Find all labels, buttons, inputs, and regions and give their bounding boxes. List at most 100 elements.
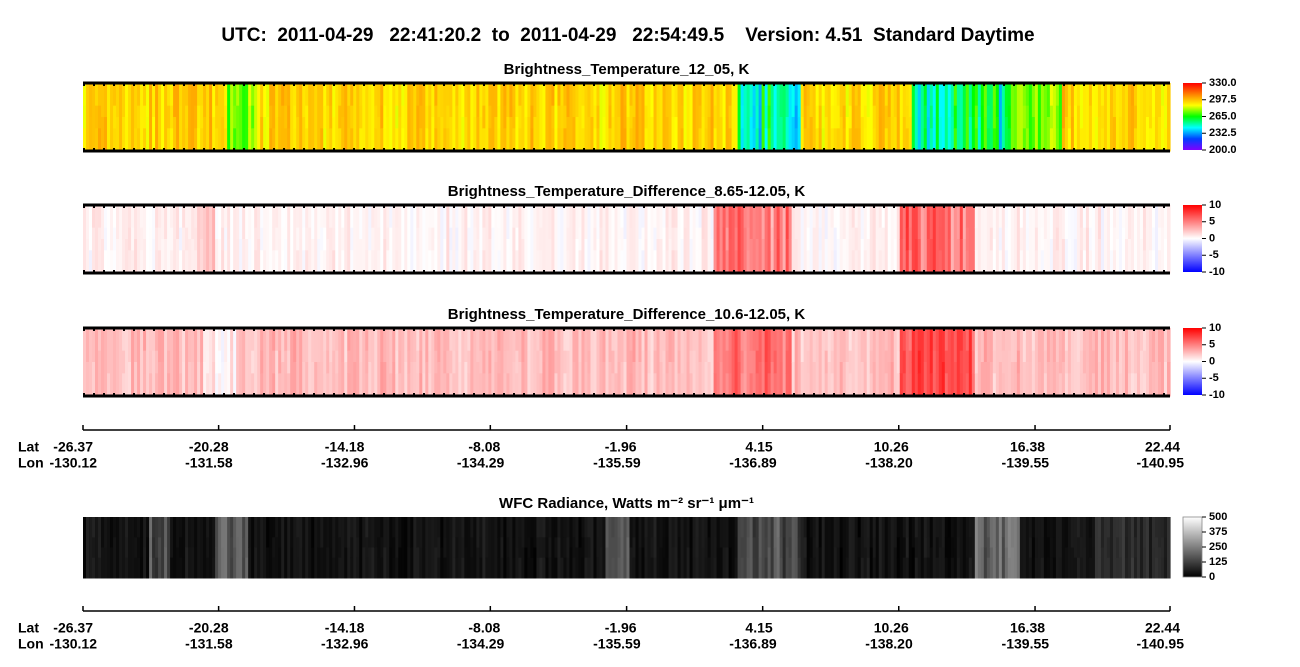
image-stripe	[884, 328, 889, 352]
image-stripe	[665, 83, 670, 118]
image-stripe	[557, 83, 562, 107]
image-stripe	[488, 328, 492, 352]
image-stripe	[953, 517, 958, 548]
image-stripe	[551, 83, 556, 107]
image-stripe	[539, 517, 544, 538]
image-stripe	[881, 83, 886, 152]
image-stripe	[725, 117, 730, 152]
image-stripe	[914, 239, 919, 274]
image-stripe	[992, 328, 997, 352]
image-stripe	[947, 537, 952, 559]
image-stripe	[1046, 83, 1051, 118]
image-stripe	[923, 362, 928, 397]
image-stripe	[410, 547, 414, 579]
image-stripe	[167, 350, 171, 374]
image-stripe	[386, 205, 390, 229]
image-stripe	[482, 517, 486, 579]
image-stripe	[554, 517, 559, 538]
image-stripe	[482, 328, 486, 352]
image-stripe	[332, 117, 336, 152]
image-stripe	[164, 517, 168, 548]
image-stripe	[554, 105, 559, 129]
image-stripe	[266, 547, 270, 579]
image-stripe	[1004, 205, 1009, 229]
panel-title: WFC Radiance, Watts m⁻² sr⁻¹ μm⁻¹	[499, 495, 754, 512]
image-stripe	[1097, 517, 1102, 538]
image-stripe	[701, 83, 706, 118]
image-stripe	[1139, 239, 1144, 274]
image-stripe	[653, 373, 658, 397]
image-stripe	[602, 517, 607, 579]
image-stripe	[263, 83, 267, 118]
image-stripe	[866, 557, 871, 579]
image-stripe	[461, 83, 465, 118]
image-stripe	[722, 517, 727, 548]
image-stripe	[926, 328, 931, 397]
image-stripe	[353, 362, 357, 397]
image-stripe	[731, 517, 736, 579]
image-stripe	[791, 362, 796, 397]
image-stripe	[494, 328, 498, 363]
image-stripe	[221, 250, 225, 274]
image-stripe	[1034, 250, 1039, 274]
image-stripe	[875, 328, 880, 397]
image-stripe	[656, 83, 661, 118]
image-stripe	[281, 83, 285, 107]
image-stripe	[974, 373, 979, 397]
image-stripe	[707, 362, 712, 397]
image-stripe	[767, 328, 772, 352]
image-stripe	[419, 350, 423, 374]
image-stripe	[449, 517, 453, 579]
image-stripe	[914, 517, 919, 538]
image-stripe	[362, 517, 366, 548]
image-stripe	[137, 105, 141, 129]
image-stripe	[566, 117, 571, 152]
image-stripe	[128, 250, 132, 274]
image-stripe	[1106, 517, 1111, 538]
image-stripe	[749, 117, 754, 152]
image-stripe	[854, 205, 859, 229]
image-stripe	[170, 227, 174, 251]
image-stripe	[764, 205, 769, 274]
image-stripe	[608, 105, 613, 129]
image-stripe	[746, 328, 751, 397]
image-stripe	[578, 547, 583, 579]
image-stripe	[557, 105, 562, 129]
image-stripe	[950, 517, 955, 538]
image-stripe	[323, 128, 327, 152]
image-stripe	[89, 205, 93, 229]
image-stripe	[566, 250, 571, 274]
image-stripe	[944, 328, 949, 352]
image-stripe	[668, 328, 673, 363]
image-stripe	[617, 517, 622, 538]
image-stripe	[86, 205, 90, 240]
image-stripe	[275, 117, 279, 152]
image-stripe	[893, 328, 898, 397]
image-stripe	[107, 205, 111, 274]
image-stripe	[92, 537, 96, 559]
image-stripe	[1004, 83, 1009, 118]
image-stripe	[1112, 205, 1117, 229]
image-stripe	[545, 517, 550, 538]
image-stripe	[518, 517, 523, 538]
image-stripe	[713, 205, 718, 240]
image-stripe	[245, 557, 249, 579]
image-stripe	[1043, 83, 1048, 152]
image-stripe	[98, 537, 102, 559]
image-stripe	[950, 537, 955, 559]
image-stripe	[656, 547, 661, 579]
image-stripe	[872, 205, 877, 274]
image-stripe	[728, 239, 733, 274]
image-stripe	[530, 83, 535, 107]
image-stripe	[224, 105, 228, 129]
image-stripe	[158, 362, 162, 397]
image-stripe	[440, 328, 444, 397]
image-stripe	[212, 362, 216, 397]
image-stripe	[710, 205, 715, 240]
image-stripe	[449, 373, 453, 397]
image-stripe	[725, 83, 730, 118]
image-stripe	[326, 350, 330, 374]
image-stripe	[1040, 205, 1045, 229]
image-stripe	[230, 537, 234, 559]
image-stripe	[689, 547, 694, 579]
